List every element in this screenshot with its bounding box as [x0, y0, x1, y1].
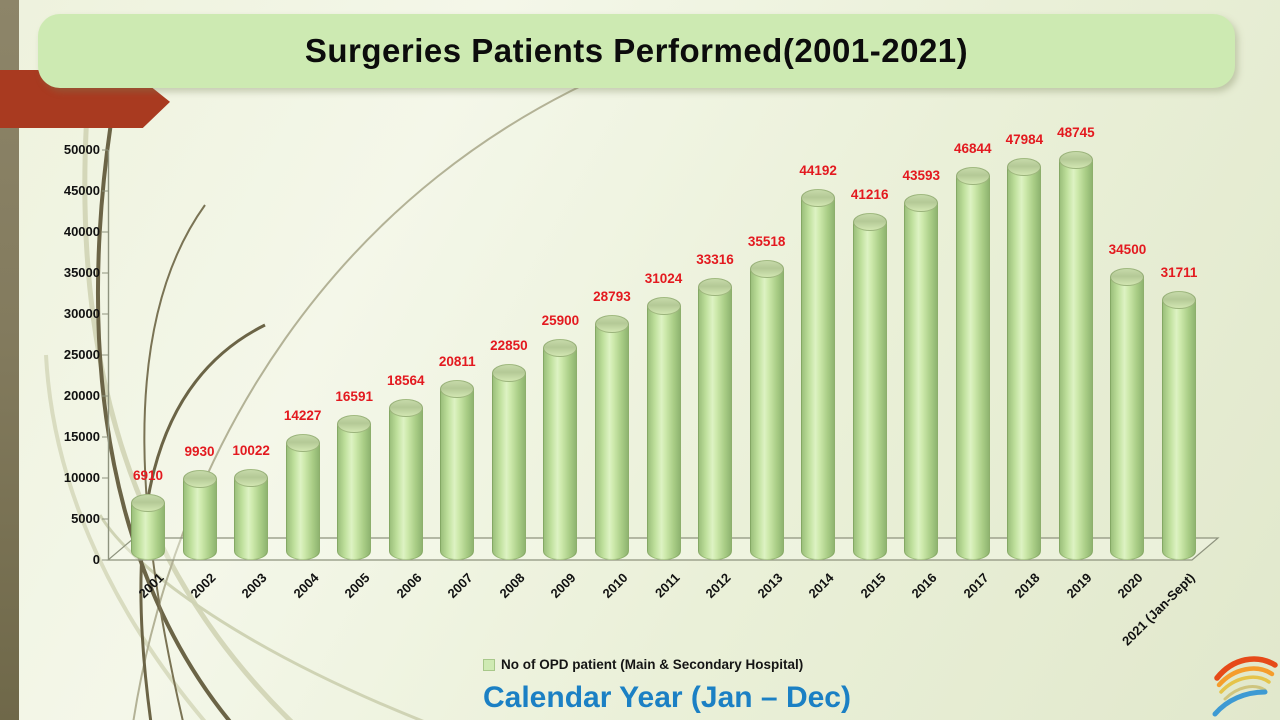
legend-swatch-icon	[483, 658, 495, 671]
bar-value-label: 48745	[1057, 125, 1095, 141]
bar-cylinder	[285, 443, 320, 560]
bar-cylinder	[388, 407, 423, 560]
bar-cylinder-top	[698, 277, 733, 296]
y-axis-tick-label: 35000	[63, 265, 100, 280]
bar-cylinder-top	[543, 338, 578, 357]
bar-value-label: 18564	[386, 372, 425, 388]
bar-value-label: 22850	[490, 337, 528, 353]
bar-cylinder	[1162, 299, 1196, 560]
bar-cylinder-top	[388, 398, 423, 417]
bar-value-label: 28793	[593, 288, 631, 304]
bar-value-label: 44192	[799, 162, 837, 178]
bar-cylinder-top	[182, 469, 217, 488]
bar-cylinder	[234, 477, 269, 560]
bar-cylinder-top	[646, 296, 681, 315]
bar-cylinder	[182, 478, 217, 560]
bar-cylinder	[646, 305, 681, 560]
bar-value-label: 9930	[184, 443, 215, 459]
bar-cylinder	[852, 222, 887, 560]
y-axis-tick-label: 5000	[71, 511, 100, 526]
bar-cylinder-top	[440, 380, 475, 399]
bar-cylinder	[749, 268, 784, 560]
y-axis-tick-label: 40000	[63, 224, 100, 239]
y-axis-tick-label: 50000	[63, 142, 100, 157]
bar-cylinder	[543, 347, 578, 560]
bar-value-label: 46844	[954, 140, 992, 156]
bar-cylinder-top	[234, 468, 269, 487]
chart-legend: No of OPD patient (Main & Secondary Hosp…	[483, 657, 803, 672]
bar-cylinder-top	[749, 259, 784, 278]
bar-cylinder-top	[491, 363, 526, 382]
bar-cylinder	[337, 423, 372, 560]
bar-cylinder-top	[337, 414, 372, 433]
bar-cylinder	[491, 372, 526, 560]
bar-value-label: 47984	[1005, 131, 1044, 147]
y-axis-tick-label: 0	[92, 552, 100, 567]
bar-value-label: 14227	[283, 408, 322, 424]
bar-cylinder	[1007, 166, 1042, 560]
bar-cylinder-top	[1058, 151, 1093, 170]
y-axis-tick-label: 20000	[63, 388, 100, 403]
bar-cylinder-top	[904, 193, 939, 212]
bar-cylinder-top	[801, 188, 836, 207]
bar-cylinder	[698, 286, 733, 560]
y-axis-tick-label: 25000	[63, 347, 100, 362]
bar-cylinder-top	[1007, 157, 1042, 176]
bar-cylinder-top	[1110, 268, 1145, 287]
bar-value-label: 20811	[438, 354, 476, 370]
y-axis-tick-label: 15000	[63, 429, 100, 444]
bar-value-label: 33316	[696, 251, 734, 267]
bar-cylinder	[1110, 277, 1145, 560]
bar-value-label: 10022	[232, 442, 270, 458]
bar-cylinder	[904, 202, 939, 560]
bar-value-label: 43593	[902, 167, 941, 183]
bar-cylinder	[955, 175, 990, 560]
bar-cylinder	[801, 197, 836, 560]
y-axis-tick-label: 45000	[63, 183, 100, 198]
bar-cylinder-top	[131, 494, 165, 513]
y-axis-tick-label: 10000	[63, 470, 100, 485]
bar-cylinder	[1058, 160, 1093, 560]
bar-value-label: 34500	[1108, 242, 1147, 258]
legend-series-label: No of OPD patient (Main & Secondary Hosp…	[501, 657, 804, 672]
bar-cylinder	[131, 503, 165, 560]
bar-cylinder-top	[1162, 290, 1196, 309]
bar-value-label: 35518	[747, 233, 786, 249]
bar-value-label: 31711	[1160, 264, 1198, 280]
rainbow-swoosh-logo	[1212, 656, 1278, 717]
bar-cylinder-top	[955, 166, 990, 185]
bar-value-label: 25900	[541, 312, 580, 328]
bar-value-label: 31024	[644, 270, 683, 286]
bar-value-label: 16591	[335, 388, 373, 404]
bar-cylinder-top	[594, 314, 629, 333]
bar-cylinder-top	[852, 213, 887, 232]
bar-value-label: 6910	[132, 468, 164, 484]
y-axis-tick-label: 30000	[63, 306, 100, 321]
slide-title: Surgeries Patients Performed(2001-2021)	[304, 32, 969, 69]
left-edge-stripe	[0, 0, 19, 720]
bar-cylinder-top	[285, 434, 320, 453]
bar-value-label: 41216	[850, 187, 889, 203]
bar-cylinder	[440, 389, 475, 560]
title-banner: Surgeries Patients Performed(2001-2021)	[38, 14, 1235, 88]
x-axis-title: Calendar Year (Jan – Dec)	[483, 681, 851, 714]
bar-cylinder	[594, 323, 629, 560]
